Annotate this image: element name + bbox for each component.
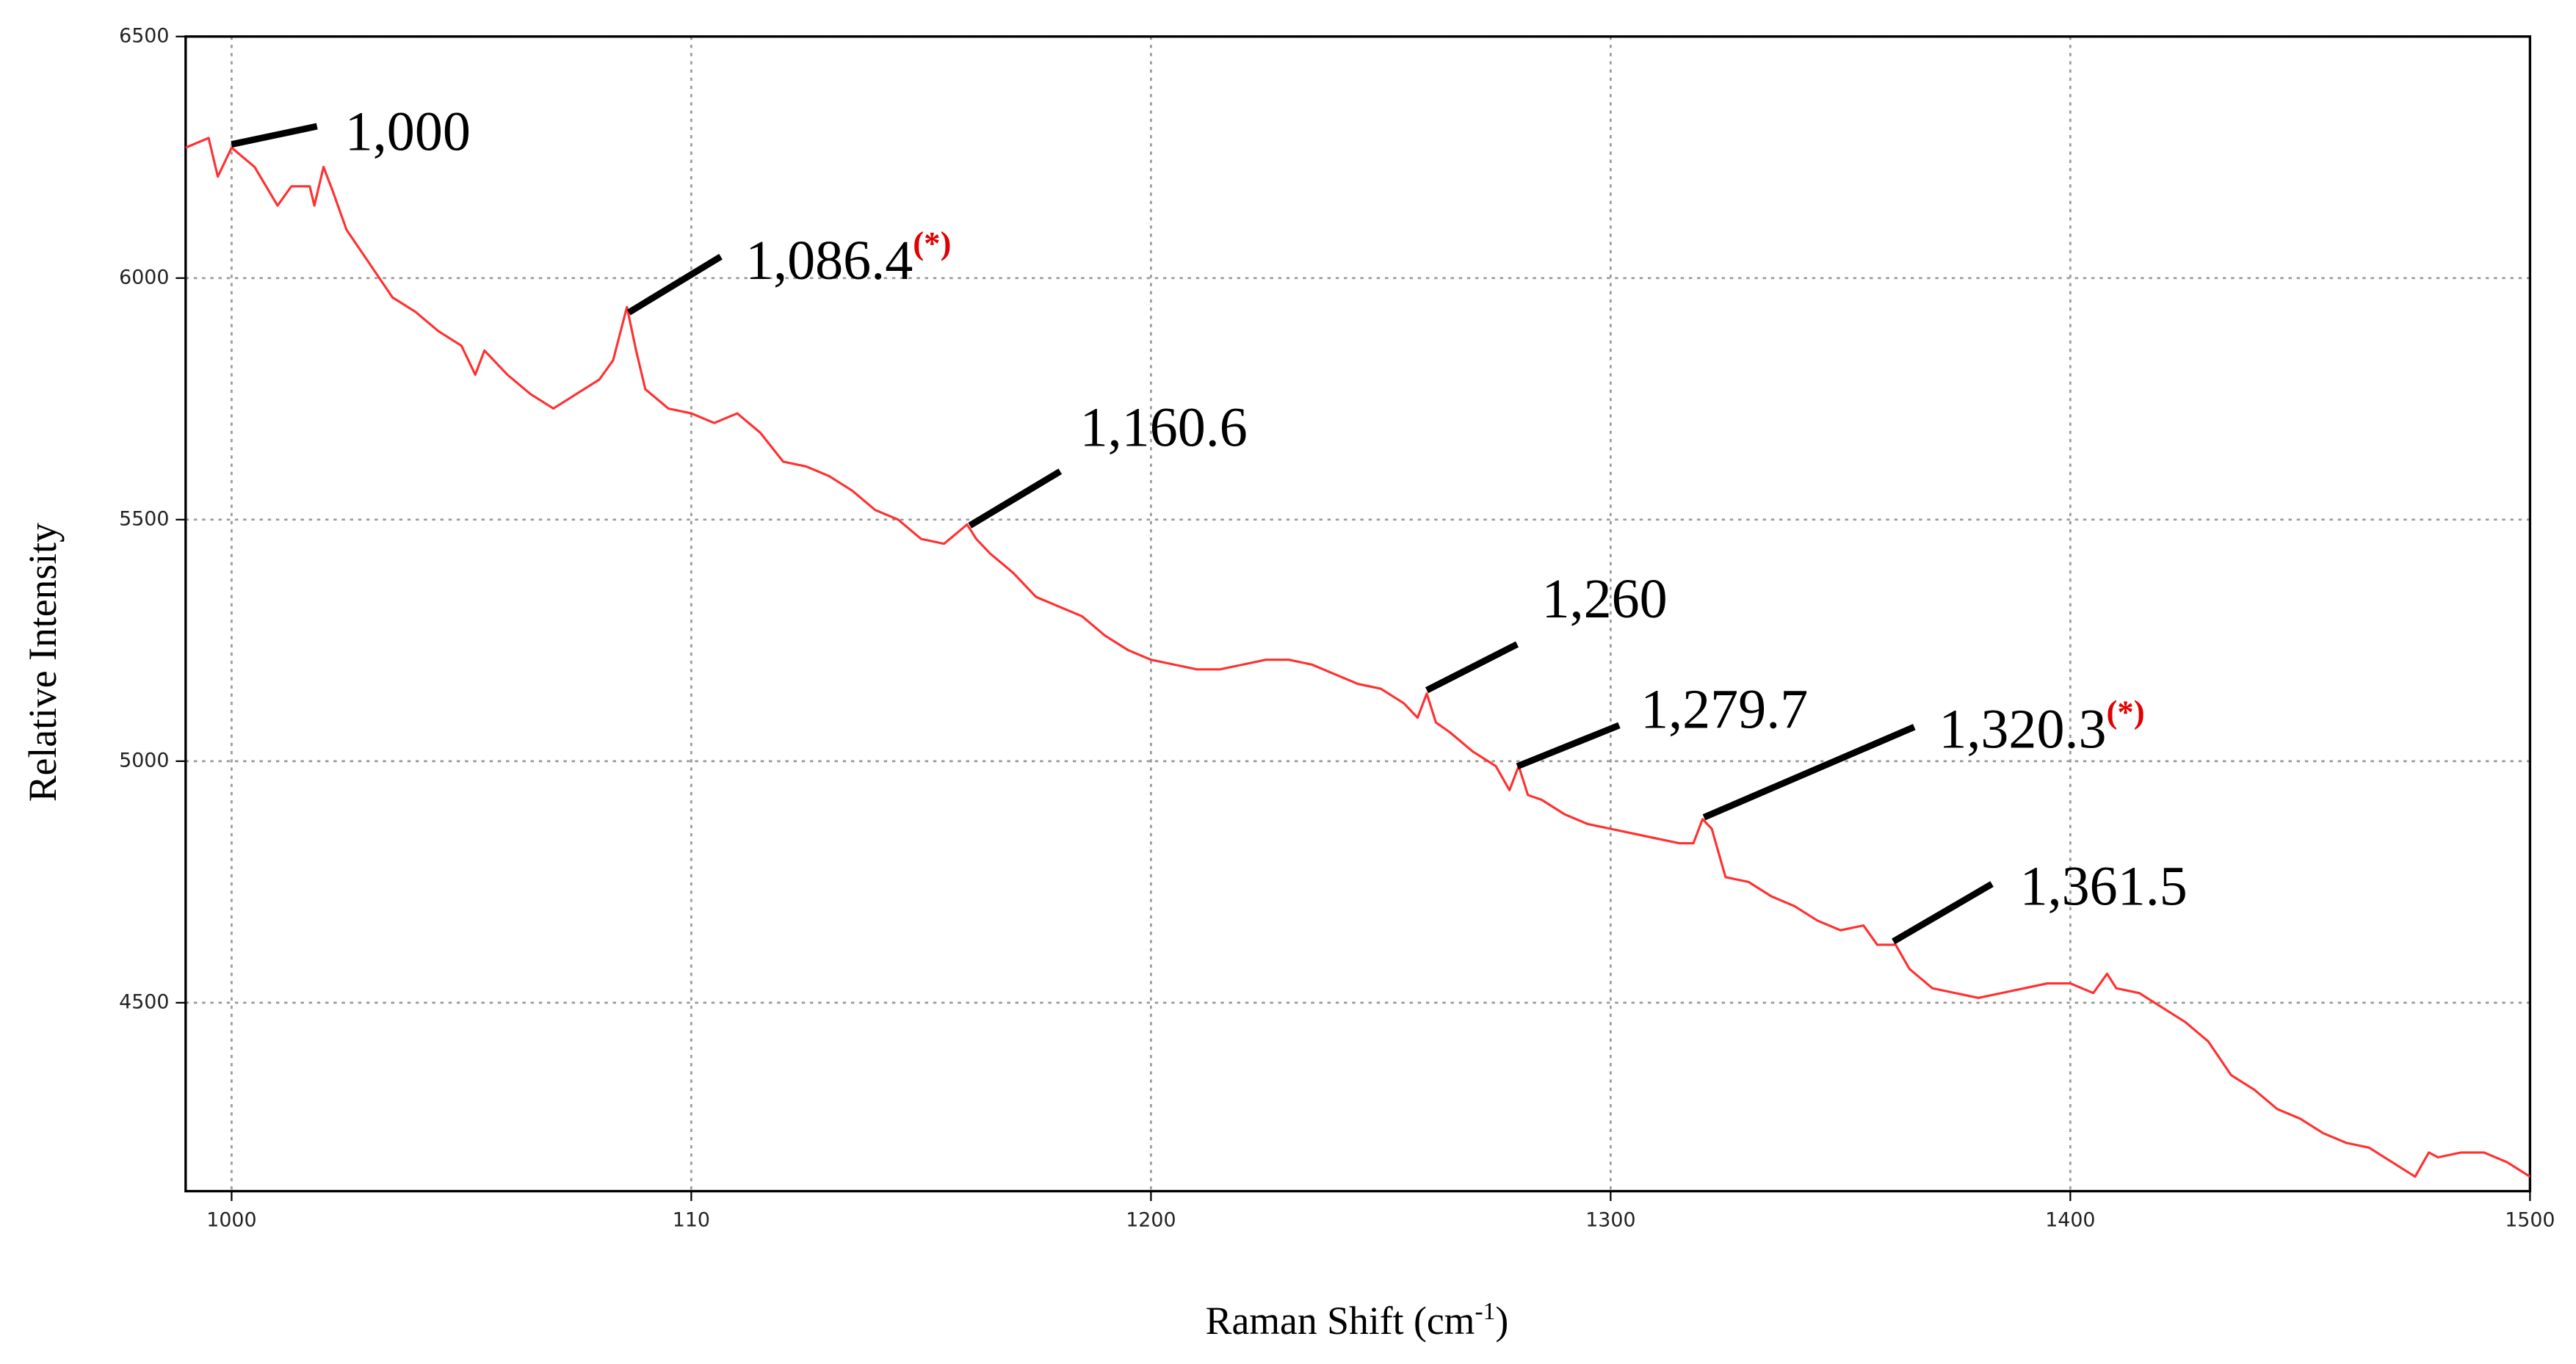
- x-tick-label: 1000: [206, 1208, 256, 1231]
- x-axis-title-text: Raman Shift (cm: [1206, 1299, 1475, 1343]
- x-tick-label: 1400: [2045, 1208, 2095, 1231]
- y-tick-label: 5000: [119, 749, 169, 772]
- x-tick-label: 1300: [1585, 1208, 1635, 1231]
- annotation-leader: [231, 123, 318, 148]
- annotation-leader: [968, 468, 1063, 529]
- annotation-label: 1,279.7: [1640, 679, 1808, 741]
- annotation-label: 1,160.6: [1080, 397, 1248, 459]
- annotation-label: 1,361.5: [2020, 856, 2188, 918]
- annotation: 1,260: [1542, 568, 1668, 630]
- y-tick-label: 6000: [119, 266, 169, 289]
- plot-frame: [184, 35, 2532, 1193]
- annotation-leader: [1892, 881, 1994, 945]
- y-tick-label: 5500: [119, 507, 169, 530]
- annotation-leader: [1516, 722, 1621, 770]
- annotation-leader: [1425, 641, 1519, 694]
- annotation: 1,320.3(*): [1939, 694, 2144, 761]
- x-tick-label: 1500: [2505, 1208, 2555, 1231]
- annotation-note: (*): [913, 225, 951, 261]
- x-axis-title: Raman Shift (cm-1): [1206, 1298, 1509, 1343]
- y-tick-label: 4500: [119, 990, 169, 1013]
- y-tick-label: 6500: [119, 24, 169, 47]
- x-tick-label: 110: [673, 1208, 710, 1231]
- y-axis-title: Relative Intensity: [21, 523, 65, 802]
- x-axis-title-sup: -1: [1475, 1298, 1495, 1325]
- spectrum-line: [185, 137, 2531, 1178]
- annotation: 1,160.6: [1080, 397, 1248, 459]
- annotation-label: 1,260: [1542, 568, 1668, 630]
- annotation: 1,279.7: [1640, 679, 1808, 741]
- annotation: 1,000: [345, 101, 471, 163]
- x-axis-title-end: ): [1495, 1299, 1508, 1343]
- x-tick-label: 1200: [1126, 1208, 1176, 1231]
- annotation-leader: [626, 253, 723, 316]
- annotation: 1,361.5: [2020, 856, 2188, 918]
- annotation: 1,086.4(*): [745, 225, 951, 291]
- annotation-label: 1,000: [345, 101, 471, 163]
- annotation-note: (*): [2107, 694, 2145, 730]
- annotation-label: 1,320.3: [1939, 699, 2106, 761]
- annotation-label: 1,086.4: [745, 230, 913, 291]
- annotation-leader: [1702, 724, 1916, 821]
